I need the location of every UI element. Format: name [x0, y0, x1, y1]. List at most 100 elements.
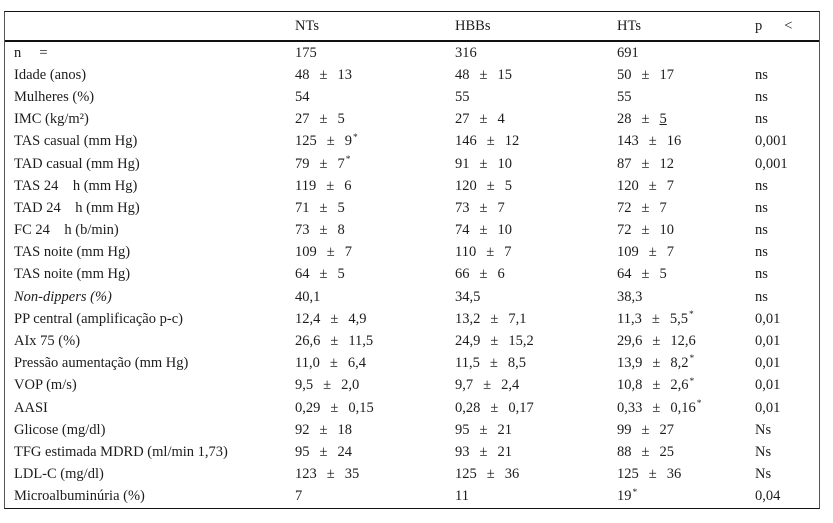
table-row: TAD 24 h (mm Hg) 71 ±5 73 ±7 72 ±7 ns	[5, 197, 819, 219]
sd-value: 6	[344, 177, 352, 194]
plus-minus-sign: ±	[652, 355, 661, 372]
plus-minus-sign: ±	[651, 310, 660, 327]
mean-value: 55	[617, 88, 632, 105]
plus-minus-sign: ±	[489, 355, 498, 372]
sd-value: 0,17	[508, 399, 534, 416]
plus-minus-sign: ±	[648, 466, 657, 483]
mean-value: 11,5	[455, 355, 480, 372]
table-row: PP central (amplificação p-c) 12,4 ±4,9 13,…	[5, 308, 819, 330]
table-row: Pressão aumentação (mm Hg) 11,0 ±6,4 11,5 ±8…	[5, 353, 819, 375]
significance-asterisk: *	[345, 154, 351, 165]
table-cell: 143 ±16	[617, 133, 755, 150]
row-label: FC 24 h (b/min)	[14, 222, 119, 239]
mean-value: 38,3	[617, 288, 643, 305]
sd-value: 16	[666, 133, 682, 150]
p-value: Ns	[755, 466, 772, 483]
table-row: Microalbuminúria (%) 7 11 19* 0,04	[5, 486, 819, 508]
table-cell: 7	[295, 488, 455, 505]
row-label: TAD 24 h (mm Hg)	[14, 199, 140, 216]
significance-asterisk: *	[696, 398, 702, 409]
sd-value: 17	[659, 66, 674, 83]
table-cell: 12,4 ±4,9	[295, 311, 455, 328]
mean-value: 119	[295, 177, 317, 194]
mean-value: 24,9	[455, 333, 481, 350]
sd-value: 24	[337, 443, 352, 460]
p-value: ns	[755, 222, 768, 239]
plus-minus-sign: ±	[479, 66, 488, 83]
sd-value: 9	[344, 133, 352, 150]
row-label: Mulheres (%)	[14, 88, 95, 105]
table-cell: 92 ±18	[295, 422, 455, 439]
sd-value: 8	[337, 222, 345, 239]
row-label: TAS noite (mm Hg)	[14, 266, 131, 283]
table-cell: 66 ±6	[455, 266, 617, 283]
plus-minus-sign: ±	[641, 199, 650, 216]
row-label: LDL-C (mg/dl)	[14, 466, 104, 483]
table-cell: 0,29 ±0,15	[295, 400, 455, 417]
p-value: ns	[755, 177, 768, 194]
mean-value: 175	[295, 44, 317, 61]
plus-minus-sign: ±	[641, 443, 650, 460]
sd-value: 36	[504, 466, 520, 483]
table-cell: 123 ±35	[295, 466, 455, 483]
p-value: 0,01	[755, 355, 781, 372]
sd-value: 6,4	[347, 355, 366, 372]
mean-value: 73	[295, 222, 310, 239]
plus-minus-sign: ±	[648, 133, 657, 150]
plus-minus-sign: ±	[479, 222, 488, 239]
significance-asterisk: *	[689, 354, 695, 365]
table-cell: 109 ±7	[617, 244, 755, 261]
table-cell: 125 ±36	[617, 466, 755, 483]
mean-value: 11	[455, 488, 469, 505]
mean-value: 34,5	[455, 288, 481, 305]
table-row: TAD casual (mm Hg) 79 ±7* 91 ±10 87 ±12 0,001	[5, 153, 819, 175]
p-value: 0,01	[755, 377, 781, 394]
plus-minus-sign: ±	[486, 177, 495, 194]
table-cell: 38,3	[617, 289, 755, 306]
mean-value: 120	[455, 177, 477, 194]
row-label: TAS noite (mm Hg)	[14, 244, 131, 261]
row-label: Pressão aumentação (mm Hg)	[14, 355, 189, 372]
mean-value: 66	[455, 266, 470, 283]
plus-minus-sign: ±	[319, 421, 328, 438]
table-header-row: NTs HBBs HTs p <	[5, 12, 819, 42]
table-cell: 11,0 ±6,4	[295, 355, 455, 372]
plus-minus-sign: ±	[330, 333, 339, 350]
mean-value: 146	[455, 133, 477, 150]
plus-minus-sign: ±	[330, 310, 339, 327]
mean-value: 11,0	[295, 355, 320, 372]
table-cell: 19*	[617, 488, 755, 505]
table-cell: 40,1	[295, 289, 455, 306]
row-label: TFG estimada MDRD (ml/min 1,73)	[14, 443, 228, 460]
table-cell: 0,28 ±0,17	[455, 400, 617, 417]
sd-value: 12	[659, 155, 674, 172]
plus-minus-sign: ±	[330, 399, 339, 416]
row-label: Idade (anos)	[14, 66, 87, 83]
plus-minus-sign: ±	[652, 377, 661, 394]
mean-value: 99	[617, 421, 632, 438]
table-cell: 9,7 ±2,4	[455, 377, 617, 394]
plus-minus-sign: ±	[641, 155, 650, 172]
mean-value: 110	[455, 244, 477, 261]
p-value: Ns	[755, 421, 772, 438]
significance-asterisk: *	[689, 376, 695, 387]
mean-value: 54	[295, 88, 310, 105]
sd-value: 12,6	[670, 333, 696, 350]
plus-minus-sign: ±	[319, 111, 328, 128]
row-label: AIx 75 (%)	[14, 333, 81, 350]
plus-minus-sign: ±	[648, 244, 657, 261]
mean-value: 26,6	[295, 333, 321, 350]
p-value: ns	[755, 111, 768, 128]
mean-value: 40,1	[295, 288, 321, 305]
plus-minus-sign: ±	[652, 399, 661, 416]
table-cell: 55	[617, 89, 755, 106]
mean-value: 88	[617, 443, 632, 460]
mean-value: 74	[455, 222, 470, 239]
table-cell: 99 ±27	[617, 422, 755, 439]
significance-asterisk: *	[352, 132, 358, 143]
less-than-operator: <	[784, 17, 793, 34]
table-cell: 64 ±5	[617, 266, 755, 283]
plus-minus-sign: ±	[486, 466, 495, 483]
mean-value: 72	[617, 222, 632, 239]
table-cell: 11,5 ±8,5	[455, 355, 617, 372]
